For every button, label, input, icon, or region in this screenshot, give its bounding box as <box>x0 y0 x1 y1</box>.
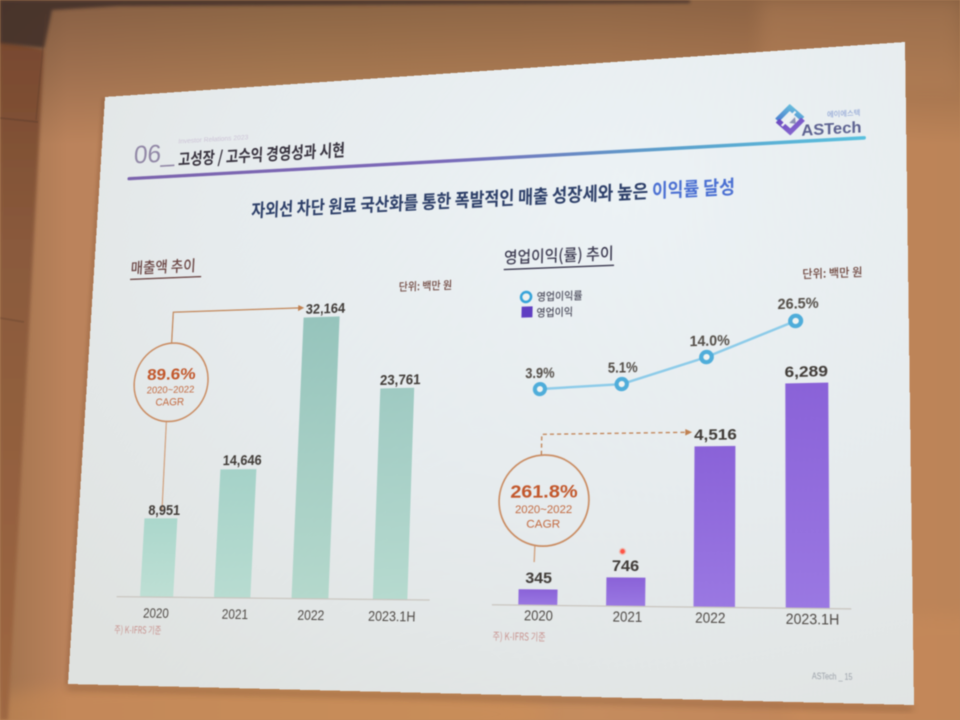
svg-text:2022: 2022 <box>297 608 325 624</box>
svg-text:CAGR: CAGR <box>155 396 184 409</box>
svg-text:8,951: 8,951 <box>148 501 181 518</box>
svg-text:2020~2022: 2020~2022 <box>146 384 194 396</box>
svg-text:32,164: 32,164 <box>305 299 346 317</box>
svg-text:2022: 2022 <box>695 610 725 627</box>
svg-text:746: 746 <box>612 556 640 575</box>
svg-text:CAGR: CAGR <box>526 518 560 531</box>
svg-text:3.9%: 3.9% <box>525 364 555 382</box>
svg-text:6,289: 6,289 <box>784 362 828 381</box>
svg-text:Investor Relations 2023: Investor Relations 2023 <box>178 134 249 146</box>
svg-text:06_: 06_ <box>133 139 176 170</box>
svg-text:ASTech: ASTech <box>801 118 861 139</box>
svg-text:14,646: 14,646 <box>222 451 262 468</box>
svg-text:2020: 2020 <box>143 606 170 621</box>
svg-text:26.5%: 26.5% <box>778 293 820 312</box>
svg-text:14.0%: 14.0% <box>690 331 731 350</box>
svg-text:ASTech _ 15: ASTech _ 15 <box>812 670 853 682</box>
svg-text:2020~2022: 2020~2022 <box>515 503 572 516</box>
svg-text:345: 345 <box>525 568 552 586</box>
svg-text:2021: 2021 <box>221 607 248 623</box>
svg-text:23,761: 23,761 <box>380 370 421 388</box>
svg-text:4,516: 4,516 <box>694 425 737 444</box>
svg-text:2023.1H: 2023.1H <box>368 609 416 625</box>
svg-text:2023.1H: 2023.1H <box>786 611 840 628</box>
svg-text:89.6%: 89.6% <box>147 366 197 385</box>
svg-text:261.8%: 261.8% <box>510 482 578 503</box>
svg-text:5.1%: 5.1% <box>608 358 639 376</box>
svg-text:2020: 2020 <box>524 608 554 624</box>
svg-text:2021: 2021 <box>613 609 643 625</box>
